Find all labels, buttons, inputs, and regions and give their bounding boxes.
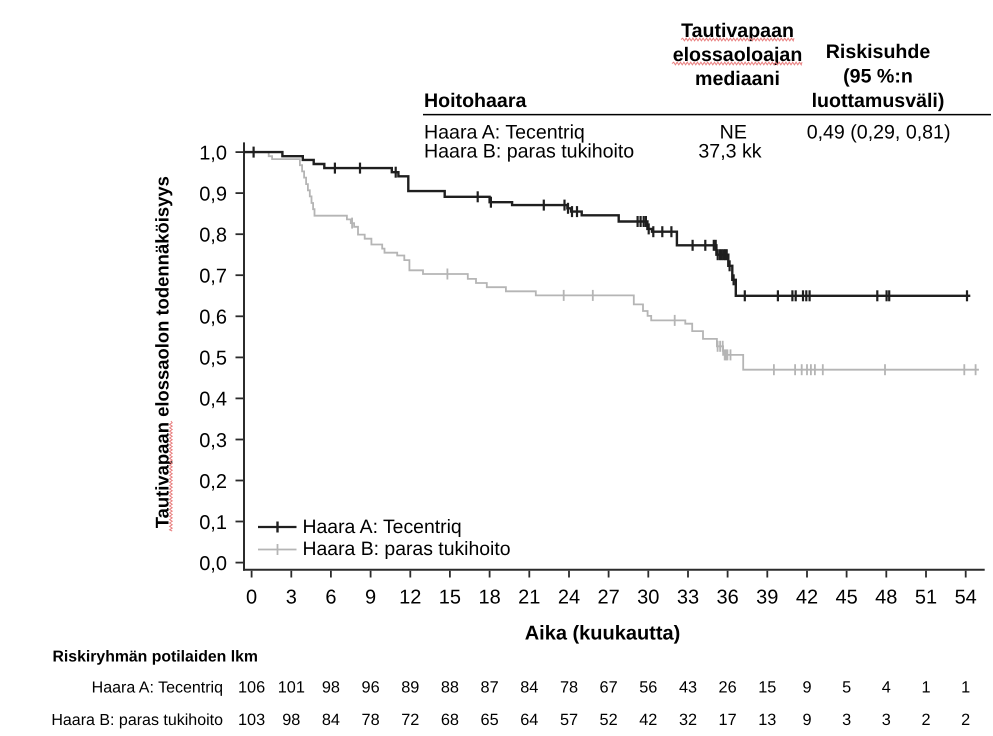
svg-text:37,3 kk: 37,3 kk [698, 140, 761, 162]
svg-text:2: 2 [961, 711, 970, 729]
svg-text:72: 72 [401, 711, 419, 729]
svg-text:30: 30 [637, 587, 659, 609]
svg-text:3: 3 [882, 711, 891, 729]
svg-text:0,7: 0,7 [199, 266, 227, 288]
svg-text:Tautivapaan: Tautivapaan [681, 20, 794, 42]
svg-text:96: 96 [362, 678, 380, 696]
svg-text:9: 9 [365, 587, 376, 609]
svg-text:0,4: 0,4 [199, 389, 227, 411]
svg-text:15: 15 [758, 678, 776, 696]
svg-text:12: 12 [399, 587, 421, 609]
svg-text:84: 84 [520, 678, 538, 696]
svg-text:0,5: 0,5 [199, 348, 227, 370]
svg-text:24: 24 [558, 587, 580, 609]
svg-text:87: 87 [481, 678, 499, 696]
svg-text:103: 103 [238, 711, 265, 729]
svg-text:Haara B: paras tukihoito: Haara B: paras tukihoito [303, 538, 511, 560]
svg-text:57: 57 [560, 711, 578, 729]
svg-text:elossaoloajan: elossaoloajan [673, 44, 803, 66]
svg-text:Riskiryhmän potilaiden lkm: Riskiryhmän potilaiden lkm [53, 649, 258, 666]
svg-text:1: 1 [961, 678, 970, 696]
svg-text:54: 54 [955, 587, 977, 609]
svg-text:84: 84 [322, 711, 340, 729]
svg-text:(95 %:n: (95 %:n [843, 65, 913, 87]
svg-text:6: 6 [325, 587, 336, 609]
svg-text:27: 27 [597, 587, 619, 609]
svg-text:88: 88 [441, 678, 459, 696]
svg-text:0,0: 0,0 [199, 553, 227, 575]
svg-text:98: 98 [322, 678, 340, 696]
svg-text:0,49 (0,29, 0,81): 0,49 (0,29, 0,81) [807, 121, 951, 143]
svg-text:0,2: 0,2 [199, 471, 227, 493]
svg-text:Haara B: paras tukihoito: Haara B: paras tukihoito [424, 140, 634, 162]
svg-text:39: 39 [756, 587, 778, 609]
svg-text:2: 2 [921, 711, 930, 729]
svg-text:26: 26 [719, 678, 737, 696]
svg-text:0,1: 0,1 [199, 512, 227, 534]
svg-text:mediaani: mediaani [695, 68, 780, 90]
svg-text:Haara A: Tecentriq: Haara A: Tecentriq [92, 679, 223, 696]
svg-text:32: 32 [679, 711, 697, 729]
svg-text:43: 43 [679, 678, 697, 696]
svg-text:65: 65 [481, 711, 499, 729]
svg-text:Riskisuhde: Riskisuhde [826, 41, 931, 63]
svg-text:98: 98 [282, 711, 300, 729]
svg-text:15: 15 [439, 587, 461, 609]
svg-text:101: 101 [278, 678, 305, 696]
svg-text:3: 3 [842, 711, 851, 729]
svg-text:56: 56 [639, 678, 657, 696]
svg-text:Hoitohaara: Hoitohaara [424, 90, 527, 112]
svg-text:0,6: 0,6 [199, 307, 227, 329]
svg-text:0: 0 [246, 587, 257, 609]
svg-text:5: 5 [842, 678, 851, 696]
svg-text:42: 42 [639, 711, 657, 729]
svg-text:1: 1 [921, 678, 930, 696]
svg-text:13: 13 [758, 711, 776, 729]
svg-text:18: 18 [478, 587, 500, 609]
svg-text:68: 68 [441, 711, 459, 729]
svg-text:Haara A: Tecentriq: Haara A: Tecentriq [424, 121, 585, 143]
svg-text:42: 42 [796, 587, 818, 609]
svg-text:9: 9 [802, 678, 811, 696]
svg-text:64: 64 [520, 711, 538, 729]
svg-text:Haara B: paras tukihoito: Haara B: paras tukihoito [51, 712, 223, 729]
svg-text:Aika (kuukautta): Aika (kuukautta) [525, 623, 681, 645]
svg-text:9: 9 [802, 711, 811, 729]
svg-text:0,9: 0,9 [199, 183, 227, 205]
svg-text:0,8: 0,8 [199, 225, 227, 247]
svg-text:51: 51 [915, 587, 937, 609]
svg-text:33: 33 [677, 587, 699, 609]
svg-text:17: 17 [719, 711, 737, 729]
svg-text:Tautivapaan elossaolon todennä: Tautivapaan elossaolon todennäköisyys [152, 176, 173, 528]
svg-text:36: 36 [716, 587, 738, 609]
svg-text:45: 45 [835, 587, 857, 609]
svg-text:67: 67 [600, 678, 618, 696]
svg-text:89: 89 [401, 678, 419, 696]
svg-text:4: 4 [882, 678, 891, 696]
svg-text:78: 78 [362, 711, 380, 729]
svg-text:luottamusväli): luottamusväli) [812, 90, 945, 112]
svg-text:48: 48 [875, 587, 897, 609]
svg-text:21: 21 [518, 587, 540, 609]
svg-text:0,3: 0,3 [199, 430, 227, 452]
svg-text:NE: NE [720, 121, 747, 143]
svg-text:1,0: 1,0 [199, 142, 227, 164]
svg-text:52: 52 [600, 711, 618, 729]
svg-text:Haara A: Tecentriq: Haara A: Tecentriq [303, 516, 462, 538]
svg-text:3: 3 [286, 587, 297, 609]
svg-text:106: 106 [238, 678, 265, 696]
svg-text:78: 78 [560, 678, 578, 696]
